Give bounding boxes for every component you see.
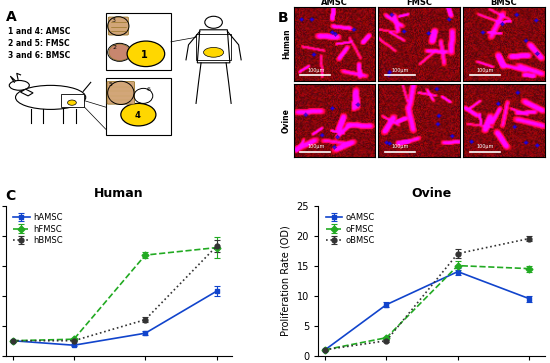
Ellipse shape [121,103,156,126]
Y-axis label: Human: Human [282,29,291,60]
Text: 100μm: 100μm [476,144,494,149]
Text: 2: 2 [113,45,117,50]
Text: 100μm: 100μm [392,68,409,73]
Text: 1: 1 [141,50,148,60]
Polygon shape [197,30,230,63]
FancyBboxPatch shape [108,17,128,35]
Title: FMSC: FMSC [406,0,432,7]
Text: B: B [278,11,288,25]
Text: 1 and 4: AMSC: 1 and 4: AMSC [8,27,70,36]
Ellipse shape [205,16,222,28]
Ellipse shape [204,48,224,57]
Ellipse shape [15,85,86,109]
Ellipse shape [127,41,164,66]
Ellipse shape [9,81,29,90]
FancyBboxPatch shape [106,13,171,70]
Title: BMSC: BMSC [491,0,517,7]
Title: Ovine: Ovine [411,187,452,200]
Text: 3: 3 [111,17,116,23]
FancyBboxPatch shape [60,94,85,107]
Title: Human: Human [94,187,144,200]
FancyBboxPatch shape [106,78,171,135]
Text: 5: 5 [109,82,113,87]
Title: AMSC: AMSC [321,0,348,7]
Text: C: C [6,189,16,203]
Text: 100μm: 100μm [392,144,409,149]
Text: 6: 6 [146,87,150,91]
Ellipse shape [68,100,76,105]
Y-axis label: Proliferation Rate (OD): Proliferation Rate (OD) [281,225,291,336]
Text: 100μm: 100μm [476,68,494,73]
Legend: hAMSC, hFMSC, hBMSC: hAMSC, hFMSC, hBMSC [10,210,66,248]
Text: 3 and 6: BMSC: 3 and 6: BMSC [8,51,70,60]
Ellipse shape [109,44,130,61]
Text: 2 and 5: FMSC: 2 and 5: FMSC [8,39,70,48]
FancyBboxPatch shape [107,82,135,104]
Polygon shape [20,89,33,96]
Legend: oAMSC, oFMSC, oBMSC: oAMSC, oFMSC, oBMSC [322,210,378,248]
Text: A: A [6,10,16,24]
Text: 100μm: 100μm [307,144,324,149]
Y-axis label: Ovine: Ovine [282,108,291,133]
Text: 100μm: 100μm [307,68,324,73]
Text: 4: 4 [134,111,140,120]
